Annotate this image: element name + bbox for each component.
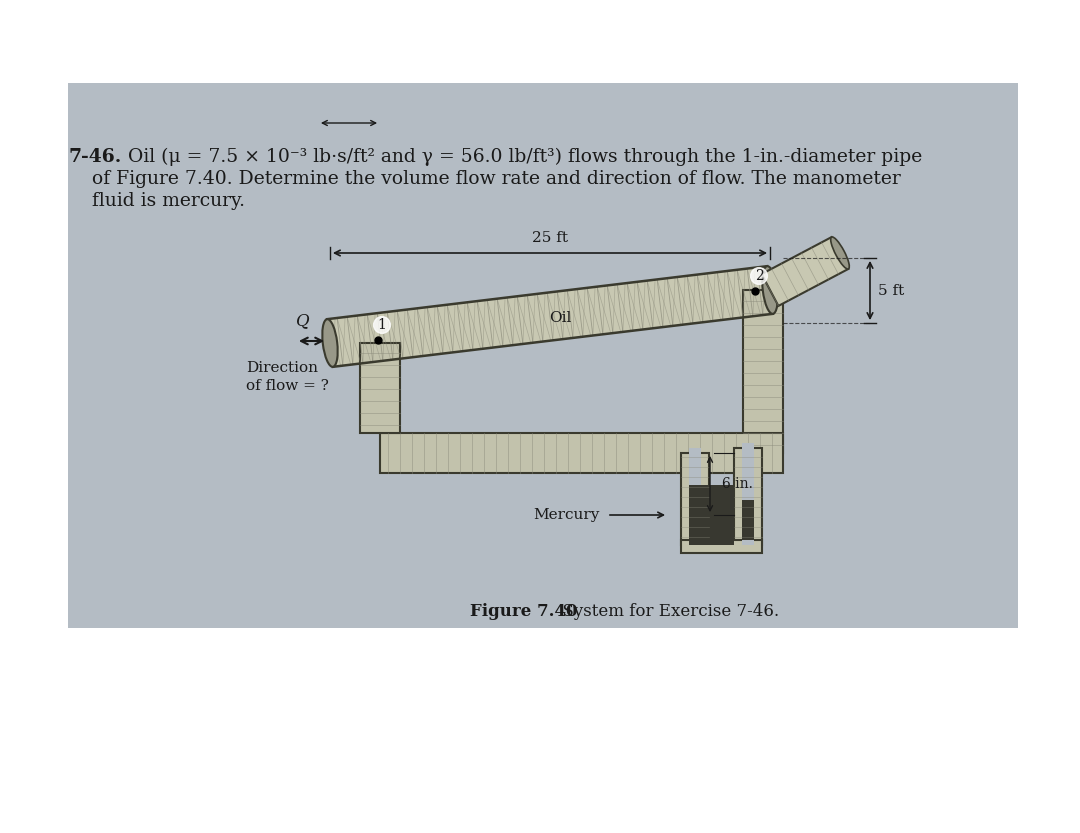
Text: 1: 1	[378, 318, 387, 332]
Bar	[742, 443, 754, 545]
Text: 5 ft: 5 ft	[878, 283, 904, 297]
Polygon shape	[327, 267, 773, 367]
Text: 2: 2	[755, 269, 764, 283]
Bar	[689, 485, 734, 545]
Text: Direction: Direction	[246, 361, 318, 375]
Text: of Figure 7.40. Determine the volume flow rate and direction of flow. The manome: of Figure 7.40. Determine the volume flo…	[92, 170, 901, 188]
Text: fluid is mercury.: fluid is mercury.	[92, 192, 245, 210]
Bar	[360, 343, 400, 433]
Bar	[68, 83, 1018, 628]
Text: Oil: Oil	[549, 311, 571, 325]
Bar	[743, 290, 783, 453]
Text: Oil (μ = 7.5 × 10⁻³ lb·s/ft² and γ = 56.0 lb/ft³) flows through the 1-in.-diamet: Oil (μ = 7.5 × 10⁻³ lb·s/ft² and γ = 56.…	[122, 148, 922, 167]
Ellipse shape	[762, 267, 778, 314]
Text: of flow = ?: of flow = ?	[246, 379, 329, 393]
Text: 25 ft: 25 ft	[532, 231, 568, 245]
Bar	[742, 500, 754, 540]
Bar	[734, 448, 762, 545]
Bar	[681, 540, 762, 553]
Text: Figure 7.40: Figure 7.40	[470, 603, 578, 620]
Ellipse shape	[322, 319, 338, 367]
Bar	[681, 453, 708, 545]
Text: Q: Q	[296, 312, 310, 329]
Polygon shape	[761, 237, 849, 306]
Bar	[689, 485, 701, 540]
Bar	[380, 433, 783, 473]
Bar	[689, 540, 734, 545]
Text: 7-46.: 7-46.	[68, 148, 121, 166]
Text: 6 in.: 6 in.	[723, 477, 753, 491]
Text: Mercury: Mercury	[534, 508, 600, 522]
Bar	[689, 448, 701, 545]
Text: System for Exercise 7-46.: System for Exercise 7-46.	[552, 603, 779, 620]
Ellipse shape	[831, 237, 849, 269]
